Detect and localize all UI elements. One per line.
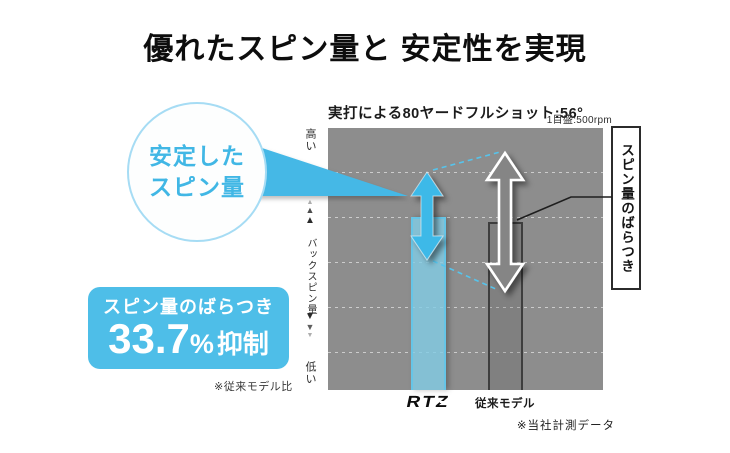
spin-variability-label: スピン量のばらつき [619,142,634,274]
triangle-up-icon: ▲ [306,199,314,206]
y-axis-low-label: 低い [304,361,316,385]
stat-label: スピン量のばらつき [103,297,274,318]
triangle-down-icon: ▼ [305,321,315,332]
spin-variability-label-box: スピン量のばらつき [611,126,641,290]
chart-title: 実打による80ヤードフルショット:56° [328,106,584,122]
stat-suffix: 抑制 [216,328,269,359]
chart-scale-note: 1目盛:500rpm [546,115,612,126]
gridline [328,262,603,263]
rtz-logo-strike-decoration [439,401,458,403]
triangle-up-icon: ▲ [305,214,315,226]
measurement-footnote: ※当社計測データ [516,420,615,432]
y-axis-high-label: 高い [304,128,316,152]
bubble-text-line2: スピン量 [149,174,245,200]
page-title: 優れたスピン量と 安定性を実現 [143,33,587,66]
triangle-up-icon: ▲ [305,205,315,216]
stat-unit: % [189,328,214,359]
triangle-down-icon: ▼ [306,331,314,339]
bar-rtz [411,217,446,390]
gridline [328,217,603,218]
stat-value: 33.7 [108,314,190,362]
x-label-conventional: 従来モデル [475,398,535,410]
gridline [328,307,603,308]
y-axis-title: バックスピン量 [305,238,316,315]
y-axis-up-arrows: ▲ ▲ ▲ [305,199,315,226]
stat-value-row: 33.7 % 抑制 [108,314,269,362]
y-axis-down-arrows: ▼ ▼ ▼ [305,311,315,339]
bar-conventional [488,222,523,390]
gridline [328,172,603,173]
spin-reduction-stat-box: スピン量のばらつき 33.7 % 抑制 [88,287,289,369]
bubble-text-line1: 安定した [149,142,245,169]
gridline [328,352,603,353]
stable-spin-bubble: 安定した スピン量 [127,102,267,242]
triangle-down-icon: ▼ [305,311,315,322]
comparison-note: ※従来モデル比 [214,381,293,393]
plot-area [328,128,603,390]
x-label-rtz-logo: RTZ [404,393,452,412]
